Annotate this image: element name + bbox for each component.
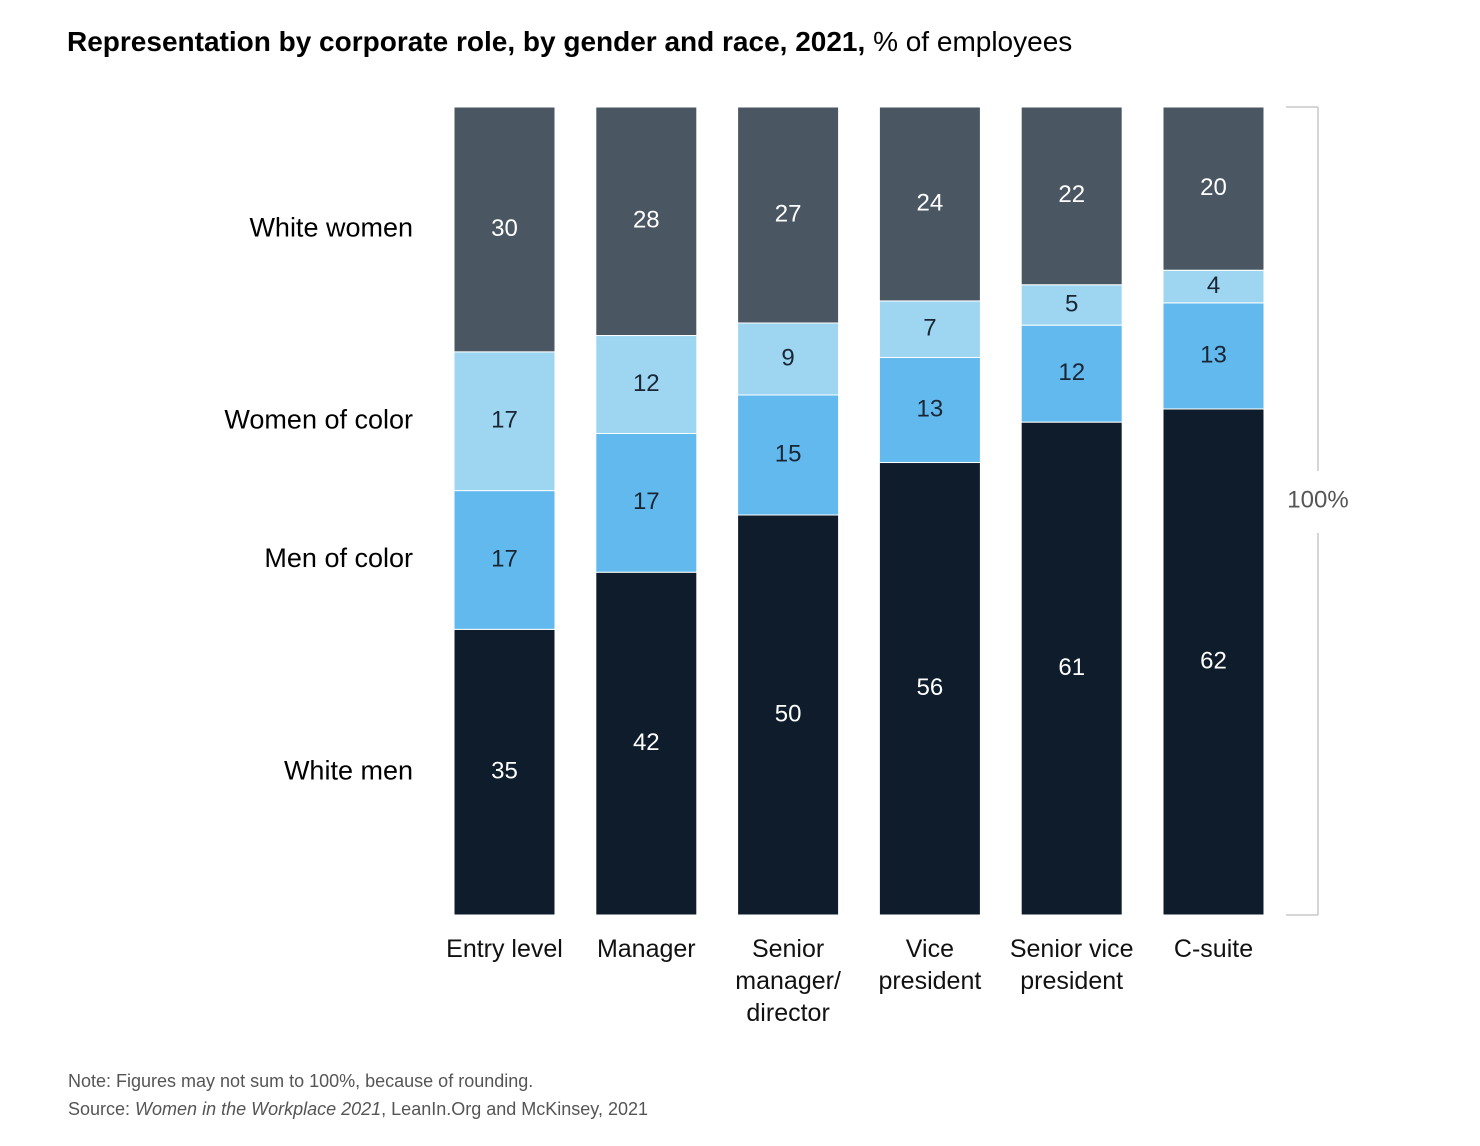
value-label: 20 <box>1200 174 1227 201</box>
bar-segment <box>595 571 698 916</box>
legend-label: White men <box>284 755 413 785</box>
legend-label: Men of color <box>264 543 413 573</box>
bar-segment <box>737 394 840 516</box>
value-label: 42 <box>633 729 660 756</box>
bar-segment <box>878 106 981 302</box>
value-label: 12 <box>1058 359 1085 386</box>
title-block: Representation by corporate role, by gen… <box>67 26 1072 58</box>
x-tick-label: Entry level <box>446 935 563 963</box>
bar-segment <box>1020 106 1123 286</box>
bar-segment <box>737 106 840 324</box>
bar-segment <box>1162 408 1265 916</box>
value-label: 28 <box>633 207 660 234</box>
bar-segment <box>595 432 698 573</box>
bar-segment <box>453 628 556 916</box>
source-title: Women in the Workplace 2021 <box>135 1099 382 1119</box>
value-label: 4 <box>1207 272 1220 299</box>
bar-segment <box>1020 324 1123 423</box>
footnotes: Note: Figures may not sum to 100%, becau… <box>68 1067 648 1123</box>
value-label: 7 <box>923 315 936 342</box>
bar-segment <box>1162 302 1265 410</box>
chart-title: Representation by corporate role, by gen… <box>67 26 866 57</box>
value-label: 61 <box>1058 654 1085 681</box>
bar-segment <box>595 106 698 337</box>
value-label: 35 <box>491 758 518 785</box>
source: Source: Women in the Workplace 2021, Lea… <box>68 1095 648 1123</box>
note: Note: Figures may not sum to 100%, becau… <box>68 1071 534 1091</box>
bar-segment <box>1020 421 1123 916</box>
bar-segment <box>737 514 840 916</box>
value-label: 9 <box>781 344 794 371</box>
legend-label: White women <box>249 213 413 243</box>
bar-segment <box>878 300 981 358</box>
value-label: 15 <box>775 440 802 467</box>
source-prefix: Source: <box>68 1099 136 1119</box>
chart-subtitle: % of employees <box>873 26 1073 57</box>
bar-segment <box>453 490 556 630</box>
legend-label: Women of color <box>224 404 413 434</box>
value-label: 24 <box>917 189 944 216</box>
value-label: 30 <box>491 215 518 242</box>
bar-segment <box>1162 106 1265 271</box>
bar-segment <box>453 106 556 353</box>
value-label: 17 <box>633 488 660 515</box>
x-tick-label: C-suite <box>1173 935 1254 963</box>
x-tick-label: Vice president <box>878 935 982 995</box>
bar-segment <box>1162 269 1265 304</box>
bar-segment <box>1020 284 1123 326</box>
value-label: 13 <box>917 395 944 422</box>
value-label: 22 <box>1058 181 1085 208</box>
source-suffix: , LeanIn.Org and McKinsey, 2021 <box>381 1099 648 1119</box>
value-label: 50 <box>775 700 802 727</box>
value-label: 56 <box>917 674 944 701</box>
value-label: 17 <box>491 407 518 434</box>
value-label: 5 <box>1065 290 1078 317</box>
bar-segment <box>878 356 981 464</box>
x-tick-label: Senior vice president <box>1009 935 1134 995</box>
x-tick-label: Manager <box>596 935 696 963</box>
value-label: 62 <box>1200 647 1227 674</box>
bar-segment <box>878 462 981 916</box>
value-label: 17 <box>491 545 518 572</box>
value-label: 27 <box>775 200 802 227</box>
total-label: 100% <box>1287 486 1348 513</box>
x-tick-label: Senior manager/ director <box>735 935 841 1027</box>
value-label: 12 <box>633 370 660 397</box>
bar-segment <box>595 335 698 434</box>
bar-segment <box>737 322 840 396</box>
value-label: 13 <box>1200 341 1227 368</box>
